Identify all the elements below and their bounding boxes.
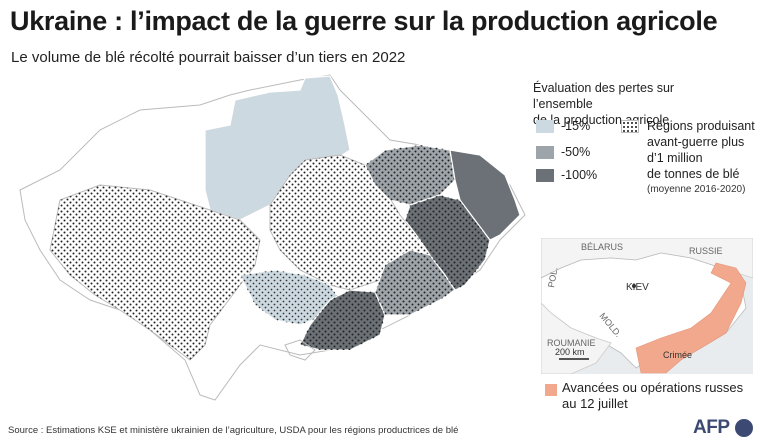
- source-note: Source : Estimations KSE et ministère uk…: [8, 425, 459, 436]
- legend-title: Évaluation des pertes sur l’ensemble de …: [533, 80, 733, 128]
- inset-label-belarus: BÉLARUS: [581, 242, 623, 252]
- region-medium-southeast: [374, 249, 456, 316]
- legend-swatch-production: [621, 120, 639, 133]
- region-dark-luhansk: [449, 149, 521, 241]
- inset-label-russie: RUSSIE: [689, 246, 723, 256]
- ukraine-oblast-map: [19, 74, 526, 401]
- kiev-marker-icon: [632, 284, 636, 288]
- inset-label-pol: POL.: [546, 266, 559, 288]
- legend-advances-line2: au 12 juillet: [562, 396, 628, 411]
- region-white-central: [269, 154, 431, 291]
- region-medium-northeast: [364, 144, 456, 206]
- legend-title-line1: Évaluation des pertes sur l’ensemble: [533, 81, 675, 111]
- legend-swatch-light: [536, 120, 554, 133]
- subtitle: Le volume de blé récolté pourrait baisse…: [11, 49, 406, 66]
- legend-production-line2: avant-guerre plus: [647, 135, 745, 149]
- legend-label-light: -15%: [561, 119, 591, 133]
- legend-production-note: (moyenne 2016-2020): [647, 184, 746, 195]
- inset-label-roumanie: ROUMANIE: [547, 338, 596, 348]
- legend-label-medium: -50%: [561, 145, 591, 159]
- legend-advances-text: Avancées ou opérations russes au 12 juil…: [562, 380, 752, 412]
- legend-label-dark: -100%: [561, 168, 598, 182]
- afp-logo: AFP: [693, 417, 730, 438]
- legend-swatch-medium: [536, 146, 554, 159]
- legend-production-line1: Régions produisant: [647, 119, 755, 133]
- legend-swatch-advances: [545, 384, 557, 396]
- region-dark-south: [299, 289, 386, 351]
- legend-production-text: Régions produisant avant-guerre plus d’1…: [647, 118, 757, 197]
- legend-production-line3: d’1 million: [647, 151, 703, 165]
- inset-locator-map: BÉLARUS RUSSIE POL. KIEV MOLD. ROUMANIE …: [541, 238, 753, 374]
- inset-label-kiev: KIEV: [626, 282, 649, 293]
- page-title: Ukraine : l’impact de la guerre sur la p…: [10, 6, 718, 36]
- inset-label-crimee: Crimée: [663, 350, 692, 360]
- legend-swatch-dark: [536, 169, 554, 182]
- region-white-west: [49, 184, 261, 361]
- inset-scale-label: 200 km: [555, 347, 585, 357]
- legend-production-line4: de tonnes de blé: [647, 167, 740, 181]
- crimea-coastline: [284, 339, 316, 361]
- afp-logo-icon: [735, 419, 753, 437]
- legend-advances-line1: Avancées ou opérations russes: [562, 380, 744, 395]
- region-light-south: [239, 269, 341, 326]
